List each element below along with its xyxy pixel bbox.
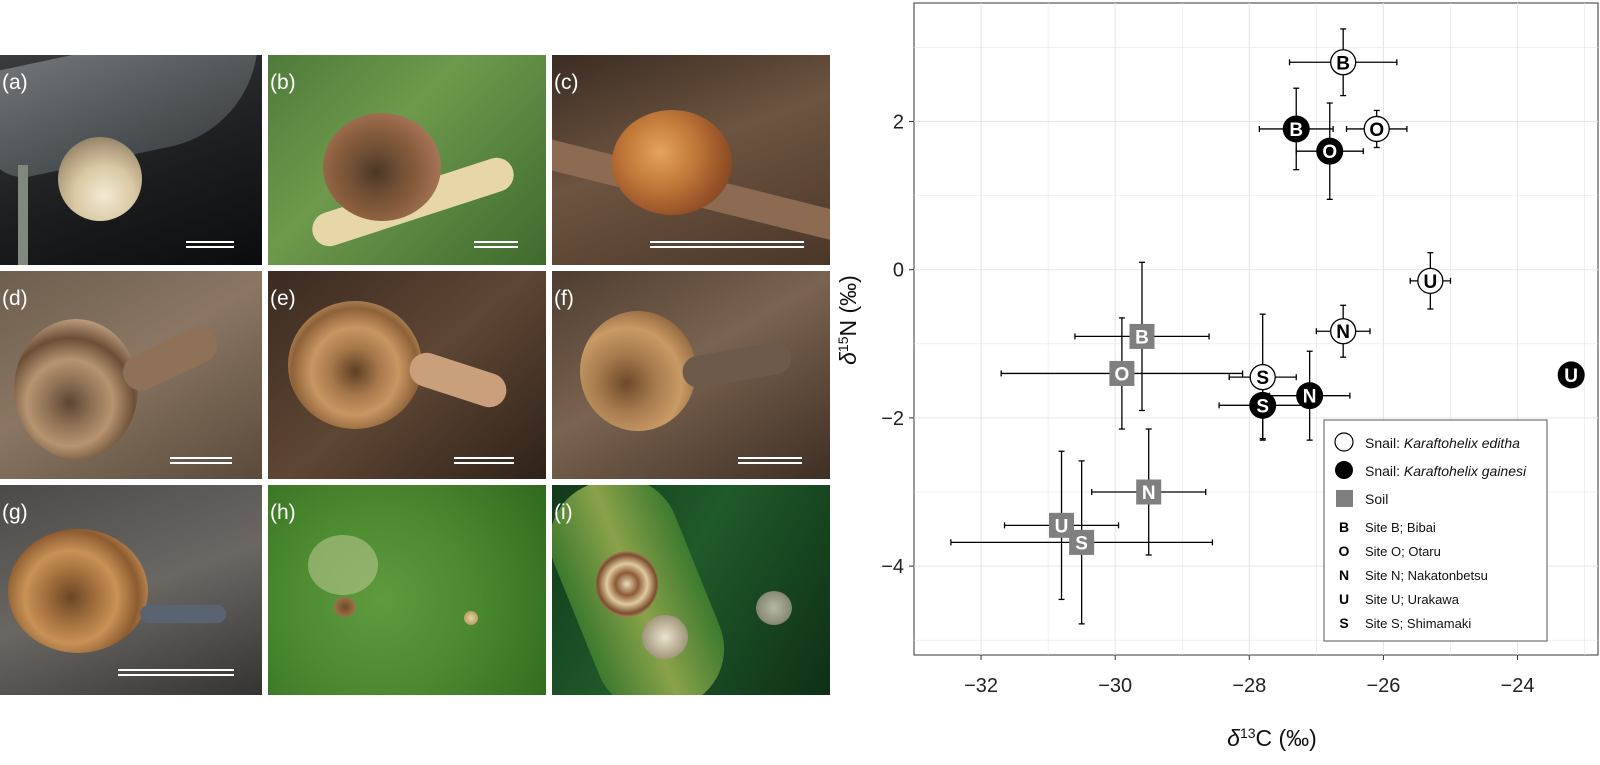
photo-label-d: (d) [2,287,28,310]
marker-site-label: B [1336,53,1350,74]
snail-shell [464,611,478,625]
marker-site-label: S [1256,368,1269,389]
marker-site-label: N [1303,387,1317,408]
legend-marker-soil [1336,490,1353,507]
soil-marker-s [1069,529,1095,555]
marker-site-label: S [1075,533,1088,554]
legend: Snail: Karaftohelix editha Snail: Karaft… [1323,419,1548,642]
photo-label-a: (a) [2,71,28,94]
snail-shell [323,113,441,221]
editha-marker-n [1330,318,1357,345]
y-tick-label: −4 [881,556,904,578]
marker-site-label: B [1135,327,1149,348]
legend-marker-editha [1334,432,1354,452]
snail-shell [612,110,732,215]
photo-label-h: (h) [270,501,296,524]
legend-marker-gainesi [1335,461,1353,479]
snail-shell [288,301,422,429]
photo-label-b: (b) [270,71,296,94]
y-tick-label: 2 [893,112,904,134]
marker-site-label: N [1142,483,1156,504]
marker-site-label: O [1322,142,1337,163]
soil-marker-n [1136,479,1162,505]
snail-photo-grid: (a) (b) (c) (d) (e) (f) (g) [0,55,850,710]
editha-marker-o [1363,115,1390,143]
editha-marker-s [1249,364,1276,391]
snail-shell [58,137,142,221]
editha-marker-b [1330,49,1357,76]
x-tick-label: −28 [1232,675,1266,697]
photo-h: (h) [268,485,546,695]
photo-label-c: (c) [554,71,579,94]
photo-label-g: (g) [2,501,28,524]
marker-site-label: S [1256,396,1269,417]
photo-b: (b) [268,55,546,265]
legend-site-label-s: Site S; Shimamaki [1365,616,1471,631]
photo-a: (a) [0,55,262,265]
legend-site-code-b: B [1339,519,1349,535]
snail-shell [756,591,792,625]
scale-bar [454,457,514,464]
legend-label-gainesi: Snail: Karaftohelix gainesi [1365,463,1527,479]
photo-i: (i) [552,485,830,695]
snail-shell [334,597,356,617]
x-tick-label: −32 [964,675,998,697]
x-tick-label: −30 [1098,675,1132,697]
snail-shell [14,319,138,459]
legend-site-code-o: O [1339,543,1350,559]
photo-label-e: (e) [270,287,296,310]
scale-bar [738,457,802,464]
gainesi-marker-o [1316,137,1344,165]
legend-site-label-n: Site N; Nakatonbetsu [1365,568,1488,583]
marker-site-label: O [1114,364,1129,385]
scale-bar [650,241,804,248]
editha-marker-u [1417,267,1444,294]
legend-box [1323,419,1548,642]
snail-shell [596,551,658,617]
marker-site-label: U [1564,366,1578,387]
x-axis-label: δ13C (‰) [1227,725,1317,751]
scale-bar [170,457,232,464]
snail-shell [8,529,148,653]
photo-label-f: (f) [554,287,574,310]
x-tick-label: −26 [1366,675,1400,697]
gainesi-marker-b [1282,115,1310,143]
x-tick-label: −24 [1501,675,1535,697]
legend-site-label-o: Site O; Otaru [1365,544,1441,559]
legend-site-code-s: S [1339,615,1348,631]
photo-label-i: (i) [554,501,573,524]
photo-e: (e) [268,271,546,479]
legend-label-soil: Soil [1365,491,1388,507]
legend-site-label-u: Site U; Urakawa [1365,592,1460,607]
scale-bar [186,241,234,248]
photo-c: (c) [552,55,830,265]
photo-f: (f) [552,271,830,479]
marker-site-label: U [1423,272,1437,293]
legend-site-code-u: U [1339,591,1349,607]
marker-site-label: U [1055,516,1069,537]
soil-marker-b [1129,323,1155,349]
y-axis-label: δ15N (‰) [838,275,861,365]
marker-site-label: B [1289,120,1303,141]
marker-site-label: O [1369,120,1384,141]
soil-marker-o [1109,360,1135,386]
scale-bar [474,241,518,248]
axis-ticks: −32 −30 −28 −26 −24 −4 −2 0 2 [881,112,1534,697]
legend-label-editha: Snail: Karaftohelix editha [1365,435,1520,451]
gainesi-marker-n [1296,382,1324,410]
y-tick-label: −2 [881,408,904,430]
photo-g: (g) [0,485,262,695]
marker-site-label: N [1336,322,1350,343]
gainesi-marker-s [1249,391,1277,419]
snail-shell [580,311,696,431]
gainesi-marker-u [1557,361,1585,389]
scale-bar [118,669,234,676]
legend-site-label-b: Site B; Bibai [1365,520,1436,535]
snail-shell [642,615,688,659]
photo-d: (d) [0,271,262,479]
legend-site-code-n: N [1339,567,1349,583]
y-tick-label: 0 [893,260,904,282]
